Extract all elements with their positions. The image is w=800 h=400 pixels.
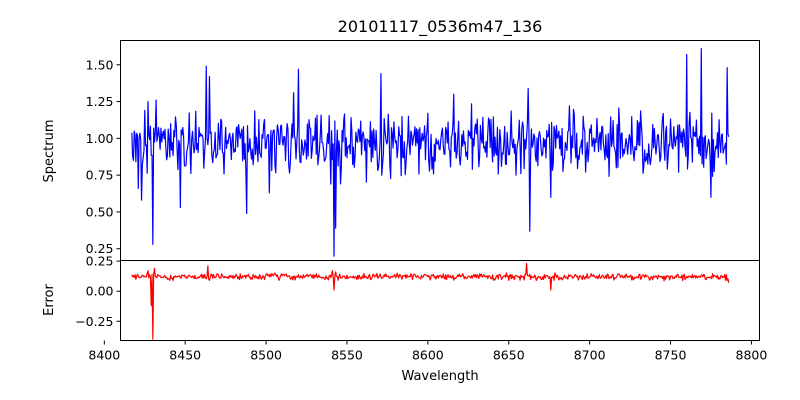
x-axis-ticks: 8400 8450 8500 8550 8600 8650 8700 8750 8800: [88, 340, 768, 363]
error-y-tick-label: 0.25: [86, 254, 114, 269]
x-tick-label: 8750: [655, 348, 687, 363]
x-tick-label: 8800: [736, 348, 768, 363]
x-tick-label: 8600: [412, 348, 444, 363]
spectrum-y-ticks: 0.25 0.50 0.75 1.00 1.25 1.50: [86, 57, 121, 256]
spectrum-y-tick-label: 1.00: [86, 131, 114, 146]
error-y-ticks: −0.25 0.00 0.25: [75, 254, 121, 329]
spectrum-y-axis-label: Spectrum: [42, 120, 57, 183]
spectrum-series-line: [131, 47, 730, 257]
spectrum-y-tick-label: 0.75: [86, 168, 114, 183]
spectrum-y-tick-label: 1.50: [86, 57, 114, 72]
x-tick-label: 8400: [88, 348, 120, 363]
x-tick-label: 8500: [250, 348, 282, 363]
x-axis-label: Wavelength: [401, 369, 478, 384]
x-tick-label: 8700: [574, 348, 606, 363]
spectrum-y-tick-label: 1.25: [86, 94, 114, 109]
spectrum-y-tick-label: 0.50: [86, 204, 114, 219]
error-panel: −0.25 0.00 0.25 8400 8450 8500 8550 8600 8650 87…: [42, 254, 767, 384]
error-y-tick-label: 0.00: [86, 284, 114, 299]
error-y-tick-label: −0.25: [75, 314, 113, 329]
error-series-line: [131, 262, 730, 340]
x-tick-label: 8550: [331, 348, 363, 363]
spectrum-y-tick-label: 0.25: [86, 241, 114, 256]
error-y-axis-label: Error: [42, 284, 57, 316]
error-axes-frame: [120, 260, 760, 341]
chart-title: 20101117_0536m47_136: [338, 17, 543, 37]
spectrum-panel: 0.25 0.50 0.75 1.00 1.25 1.50 Spectrum: [42, 40, 760, 261]
x-tick-label: 8450: [169, 348, 201, 363]
x-tick-label: 8650: [493, 348, 525, 363]
